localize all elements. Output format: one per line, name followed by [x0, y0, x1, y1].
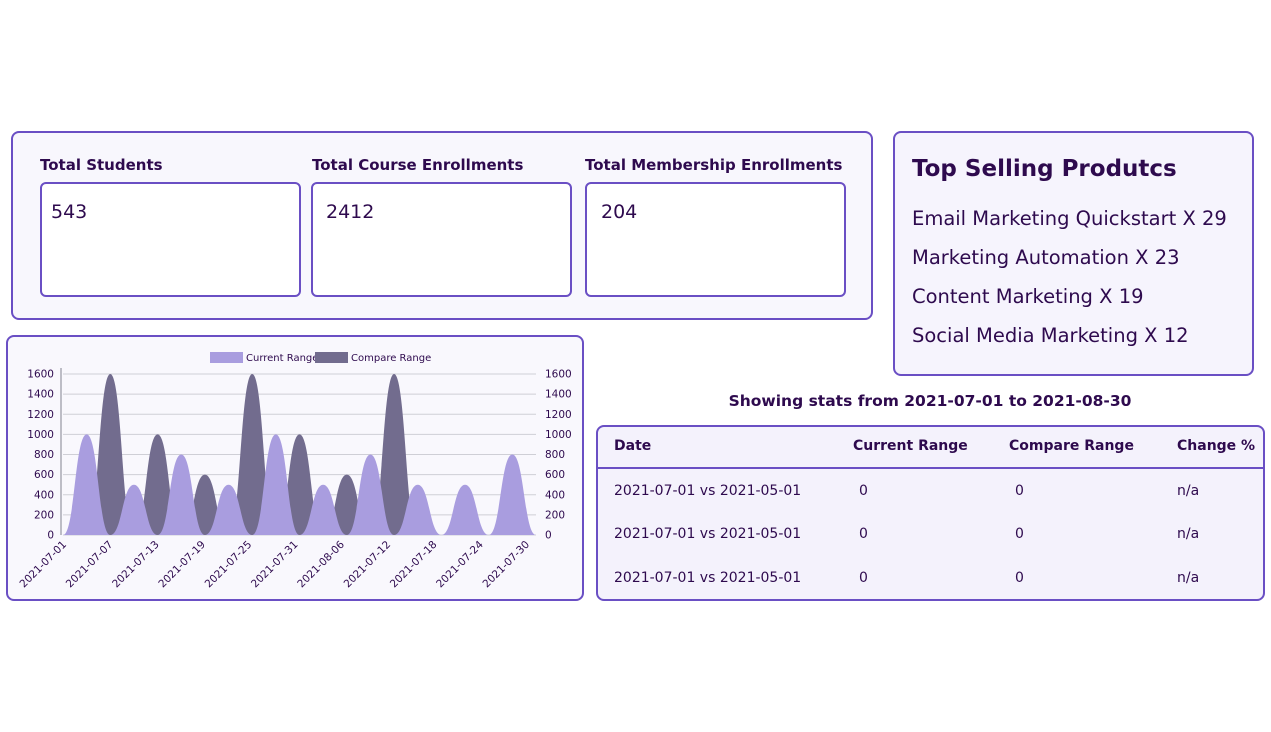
legend-label-current-range: Current Range — [246, 353, 318, 364]
y-tick-label-right: 1000 — [545, 429, 572, 441]
table-cell-compare: 0 — [1015, 526, 1024, 542]
stats-range-caption: Showing stats from 2021-07-01 to 2021-08… — [728, 392, 1132, 410]
x-tick-label: 2021-08-06 — [295, 538, 347, 590]
legend-swatch-compare-range — [315, 352, 348, 363]
enrollment-chart-panel: 0 0 200 200 400 400 600 600 800 800 1000 1000 1200 12… — [6, 335, 584, 601]
enrollment-area-chart: 0 0 200 200 400 400 600 600 800 800 1000 1000 1200 12… — [17, 352, 572, 591]
top-selling-products-title: Top Selling Produtcs — [912, 156, 1177, 182]
top-product-item: Marketing Automation X 23 — [912, 246, 1180, 269]
y-tick-label-right: 800 — [545, 449, 565, 461]
y-tick-label-right: 200 — [545, 509, 565, 521]
table-cell-date: 2021-07-01 vs 2021-05-01 — [614, 570, 802, 586]
table-cell-change: n/a — [1177, 483, 1200, 499]
x-tick-label: 2021-07-30 — [480, 539, 532, 591]
total-membership-enrollments-value: 204 — [601, 201, 638, 223]
top-selling-products-panel: Top Selling Produtcs Email Marketing Qui… — [893, 131, 1254, 376]
legend-swatch-current-range — [210, 352, 243, 363]
x-tick-label: 2021-07-19 — [156, 539, 208, 591]
y-tick-label-left: 1000 — [27, 429, 54, 441]
x-tick-label: 2021-07-31 — [249, 539, 301, 591]
y-tick-label-right: 1600 — [545, 369, 572, 381]
x-tick-label: 2021-07-25 — [203, 539, 255, 591]
x-tick-label: 2021-07-24 — [434, 538, 486, 590]
y-tick-label-right: 1400 — [545, 389, 572, 401]
table-header-change-percent: Change % — [1177, 438, 1256, 454]
y-tick-label-left: 1400 — [27, 389, 54, 401]
total-course-enrollments-value: 2412 — [326, 201, 375, 223]
table-cell-date: 2021-07-01 vs 2021-05-01 — [614, 526, 802, 542]
x-tick-label: 2021-07-18 — [388, 539, 440, 591]
y-tick-label-left: 400 — [34, 489, 54, 501]
y-tick-label-left: 200 — [34, 509, 54, 521]
table-header-compare-range: Compare Range — [1009, 438, 1134, 454]
top-product-item: Content Marketing X 19 — [912, 285, 1144, 308]
x-tick-label: 2021-07-12 — [342, 539, 394, 591]
y-tick-label-right: 600 — [545, 469, 565, 481]
table-cell-change: n/a — [1177, 570, 1200, 586]
table-cell-date: 2021-07-01 vs 2021-05-01 — [614, 483, 802, 499]
table-cell-current: 0 — [859, 570, 868, 586]
series-area-current-range — [63, 434, 536, 535]
y-tick-label-right: 1200 — [545, 409, 572, 421]
top-product-item: Social Media Marketing X 12 — [912, 324, 1189, 347]
x-tick-label: 2021-07-01 — [17, 539, 69, 591]
y-tick-label-right: 0 — [545, 530, 552, 542]
y-tick-label-left: 0 — [47, 530, 54, 542]
y-tick-label-left: 600 — [34, 469, 54, 481]
table-cell-compare: 0 — [1015, 483, 1024, 499]
table-header-date: Date — [614, 438, 652, 454]
total-course-enrollments-label: Total Course Enrollments — [312, 156, 524, 174]
stats-panel: Total Students 543 Total Course Enrollme… — [11, 131, 873, 320]
total-students-label: Total Students — [40, 156, 163, 174]
comparison-table: Date Current Range Compare Range Change … — [596, 425, 1265, 601]
top-product-item: Email Marketing Quickstart X 29 — [912, 207, 1227, 230]
table-cell-current: 0 — [859, 483, 868, 499]
table-cell-change: n/a — [1177, 526, 1200, 542]
y-tick-label-right: 400 — [545, 489, 565, 501]
total-students-value: 543 — [51, 201, 88, 223]
table-cell-compare: 0 — [1015, 570, 1024, 586]
x-tick-label: 2021-07-13 — [110, 539, 162, 591]
y-tick-label-left: 1200 — [27, 409, 54, 421]
legend-label-compare-range: Compare Range — [351, 353, 431, 364]
y-tick-label-left: 1600 — [27, 369, 54, 381]
total-students-box: 543 — [40, 182, 301, 297]
y-tick-label-left: 800 — [34, 449, 54, 461]
total-membership-enrollments-box: 204 — [585, 182, 846, 297]
total-course-enrollments-box: 2412 — [311, 182, 572, 297]
table-cell-current: 0 — [859, 526, 868, 542]
x-tick-label: 2021-07-07 — [64, 539, 116, 591]
total-membership-enrollments-label: Total Membership Enrollments — [585, 156, 843, 174]
table-header-divider — [598, 467, 1263, 469]
table-header-current-range: Current Range — [853, 438, 968, 454]
